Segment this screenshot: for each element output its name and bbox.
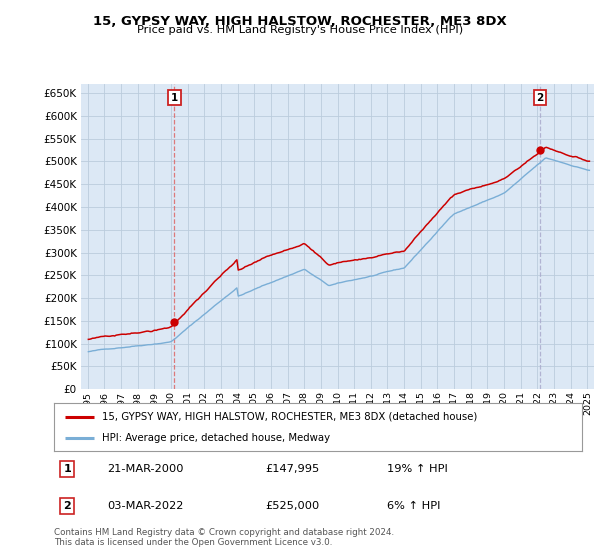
Text: 6% ↑ HPI: 6% ↑ HPI [386, 501, 440, 511]
Text: £147,995: £147,995 [265, 464, 319, 474]
Text: 19% ↑ HPI: 19% ↑ HPI [386, 464, 448, 474]
Text: 15, GYPSY WAY, HIGH HALSTOW, ROCHESTER, ME3 8DX: 15, GYPSY WAY, HIGH HALSTOW, ROCHESTER, … [93, 15, 507, 27]
Text: Price paid vs. HM Land Registry's House Price Index (HPI): Price paid vs. HM Land Registry's House … [137, 25, 463, 35]
Text: 2: 2 [64, 501, 71, 511]
Text: 1: 1 [171, 93, 178, 102]
Text: 2: 2 [536, 93, 544, 102]
Text: 03-MAR-2022: 03-MAR-2022 [107, 501, 183, 511]
Text: 21-MAR-2000: 21-MAR-2000 [107, 464, 184, 474]
Text: 15, GYPSY WAY, HIGH HALSTOW, ROCHESTER, ME3 8DX (detached house): 15, GYPSY WAY, HIGH HALSTOW, ROCHESTER, … [101, 412, 477, 422]
Text: Contains HM Land Registry data © Crown copyright and database right 2024.
This d: Contains HM Land Registry data © Crown c… [54, 528, 394, 547]
Text: 1: 1 [64, 464, 71, 474]
Text: HPI: Average price, detached house, Medway: HPI: Average price, detached house, Medw… [101, 433, 329, 444]
Text: £525,000: £525,000 [265, 501, 319, 511]
